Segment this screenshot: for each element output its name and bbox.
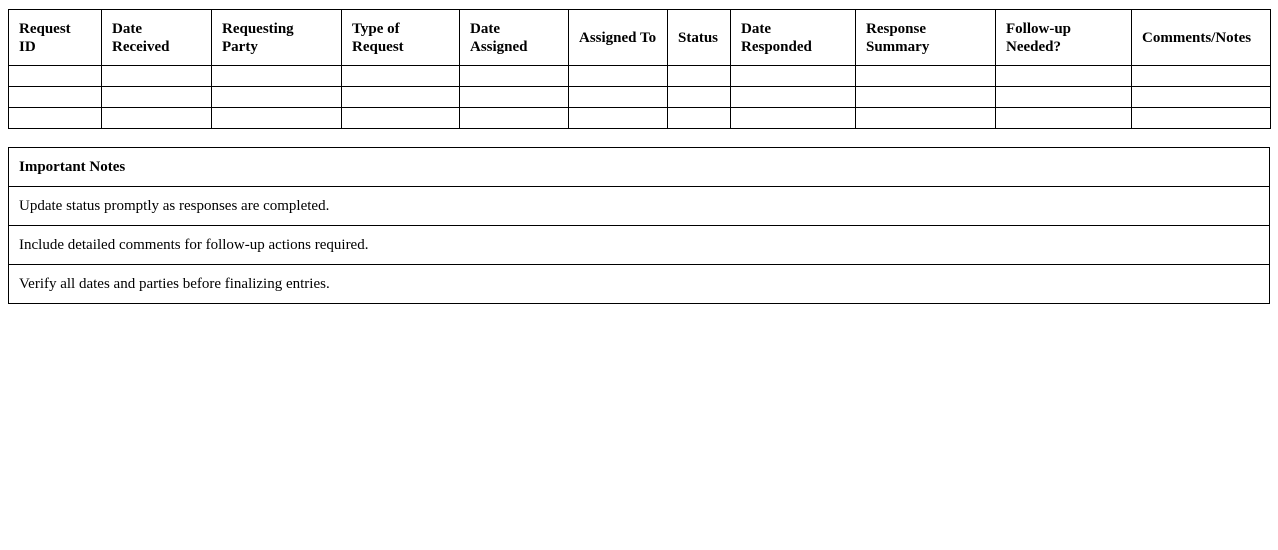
table-cell[interactable] [211,86,342,108]
table-row [8,86,1271,108]
column-header: Requesting Party [211,9,342,66]
table-cell[interactable] [667,86,731,108]
table-cell[interactable] [459,65,569,87]
table-cell[interactable] [730,107,856,129]
table-cell[interactable] [101,107,212,129]
table-cell[interactable] [995,65,1132,87]
table-cell[interactable] [459,86,569,108]
table-cell[interactable] [211,107,342,129]
column-header: Date Received [101,9,212,66]
note-item: Include detailed comments for follow-up … [8,225,1270,265]
column-header: Assigned To [568,9,668,66]
table-cell[interactable] [855,86,996,108]
column-header: Date Assigned [459,9,569,66]
column-header: Follow-up Needed? [995,9,1132,66]
table-cell[interactable] [568,65,668,87]
table-cell[interactable] [1131,107,1271,129]
note-item: Update status promptly as responses are … [8,186,1270,226]
table-row [8,107,1271,129]
table-cell[interactable] [341,65,460,87]
table-cell[interactable] [995,107,1132,129]
column-header: Comments/Notes [1131,9,1271,66]
table-cell[interactable] [459,107,569,129]
table-cell[interactable] [995,86,1132,108]
table-cell[interactable] [730,65,856,87]
table-cell[interactable] [855,65,996,87]
request-log-table: Request ID Date Received Requesting Party T… [8,9,1271,129]
table-cell[interactable] [341,107,460,129]
notes-title: Important Notes [8,147,1270,187]
table-cell[interactable] [8,65,102,87]
table-cell[interactable] [568,107,668,129]
table-cell[interactable] [8,107,102,129]
table-cell[interactable] [101,65,212,87]
table-cell[interactable] [730,86,856,108]
table-cell[interactable] [667,107,731,129]
column-header: Response Summary [855,9,996,66]
table-cell[interactable] [1131,65,1271,87]
table-cell[interactable] [568,86,668,108]
column-header: Status [667,9,731,66]
table-cell[interactable] [341,86,460,108]
table-row [8,65,1271,87]
note-item: Verify all dates and parties before fina… [8,264,1270,304]
document: Request ID Date Received Requesting Party T… [8,9,1271,304]
table-cell[interactable] [101,86,212,108]
table-cell[interactable] [667,65,731,87]
header-row: Request ID Date Received Requesting Party T… [8,9,1271,66]
table-cell[interactable] [8,86,102,108]
table-cell[interactable] [1131,86,1271,108]
column-header: Type of Request [341,9,460,66]
table-cell[interactable] [855,107,996,129]
table-cell[interactable] [211,65,342,87]
column-header: Request ID [8,9,102,66]
column-header: Date Responded [730,9,856,66]
important-notes-table: Important Notes Update status promptly a… [8,147,1270,304]
